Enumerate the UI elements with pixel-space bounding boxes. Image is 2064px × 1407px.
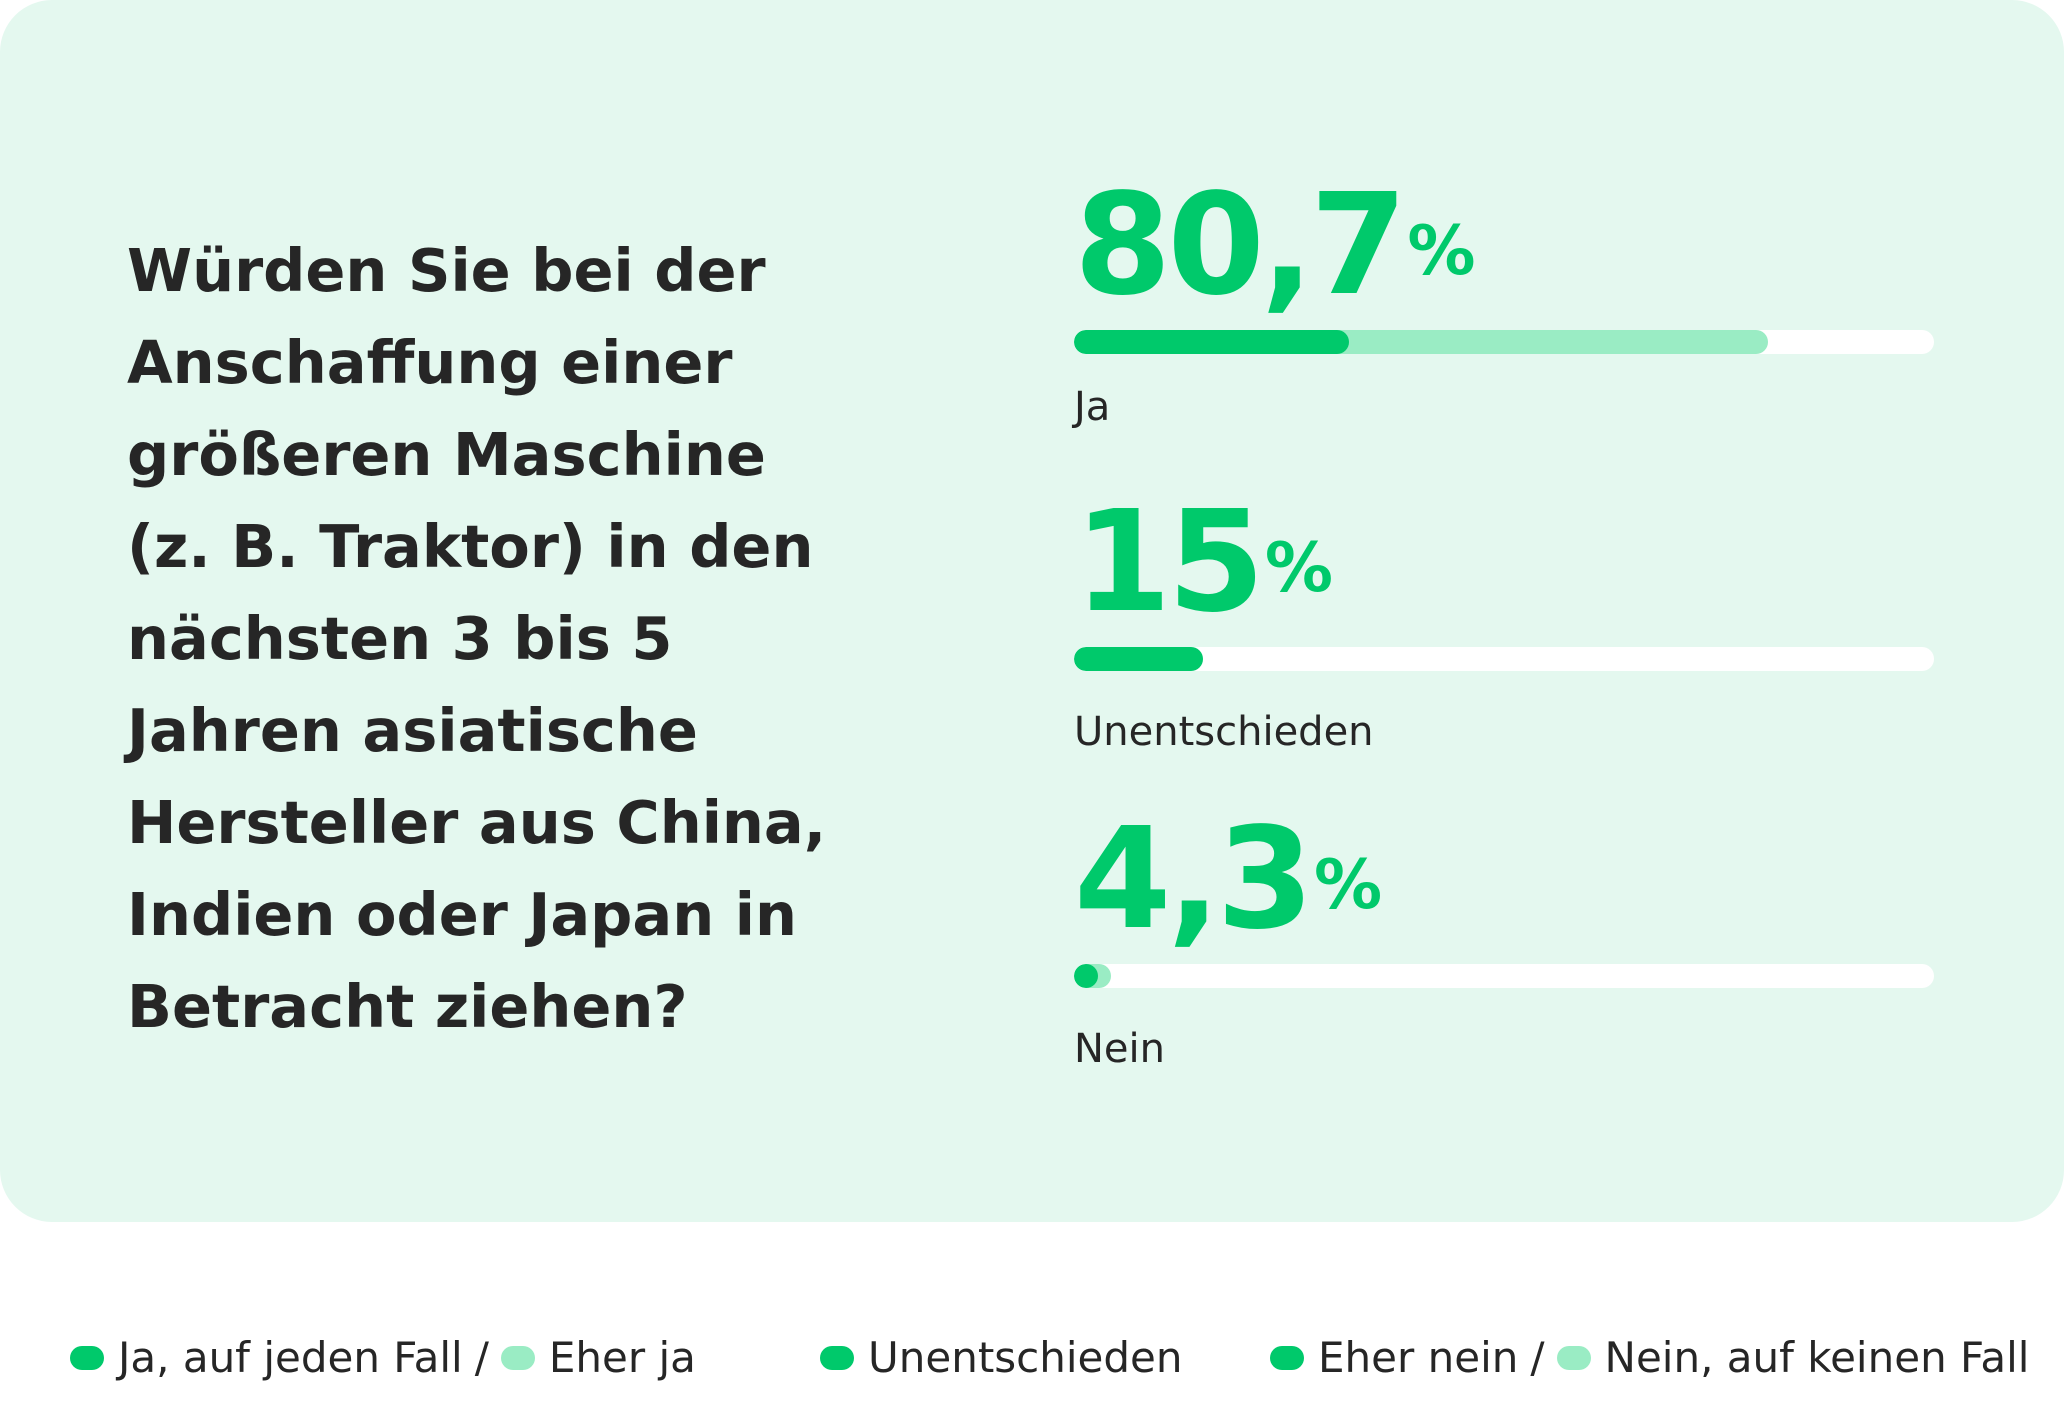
bar-segment (1074, 330, 1350, 354)
category-label: Ja (1074, 384, 1111, 430)
legend-label: Unentschieden (868, 1333, 1183, 1382)
bar-segment (1074, 964, 1098, 988)
bar-track (1074, 964, 1934, 988)
percent-value: 80,7% (1074, 176, 1934, 316)
legend-label: Ja, auf jeden Fall (118, 1333, 463, 1382)
legend-swatch (70, 1346, 104, 1370)
legend-swatch (1556, 1346, 1591, 1370)
question-text: Würden Sie bei der Anschaffung einer grö… (127, 236, 827, 1041)
result-ja: 80,7% Ja (1074, 176, 1934, 430)
legend-swatch (500, 1346, 535, 1370)
percent-value: 15% (1074, 493, 1934, 633)
percent-number: 80,7 (1074, 164, 1407, 327)
legend-label: Nein, auf keinen Fall (1604, 1333, 2030, 1382)
legend-group-nein: Eher nein / Nein, auf keinen Fall (1270, 1328, 2029, 1388)
category-label: Nein (1074, 1026, 1165, 1072)
category-label: Unentschieden (1074, 709, 1374, 755)
legend-swatch (820, 1346, 854, 1370)
percent-unit: % (1264, 529, 1333, 608)
survey-card: Würden Sie bei der Anschaffung einer grö… (0, 0, 2064, 1222)
result-nein: 4,3% Nein (1074, 810, 1934, 1072)
legend-separator: / (474, 1333, 489, 1382)
percent-number: 4,3 (1074, 798, 1314, 961)
legend-label: Eher ja (548, 1333, 696, 1382)
bar-track (1074, 647, 1934, 671)
percent-unit: % (1314, 846, 1383, 925)
legend-group-unentschieden: Unentschieden (820, 1328, 1183, 1388)
legend-separator: / (1530, 1333, 1545, 1382)
result-unentschieden: 15% Unentschieden (1074, 493, 1934, 755)
percent-number: 15 (1074, 481, 1265, 644)
bar-track (1074, 330, 1934, 354)
percent-unit: % (1407, 212, 1476, 291)
legend: Ja, auf jeden Fall / Eher ja Unentschied… (0, 1328, 2064, 1388)
percent-value: 4,3% (1074, 810, 1934, 950)
bar-segment (1074, 647, 1203, 671)
legend-swatch (1270, 1346, 1304, 1370)
legend-label: Eher nein (1318, 1333, 1519, 1382)
legend-group-ja: Ja, auf jeden Fall / Eher ja (70, 1328, 696, 1388)
